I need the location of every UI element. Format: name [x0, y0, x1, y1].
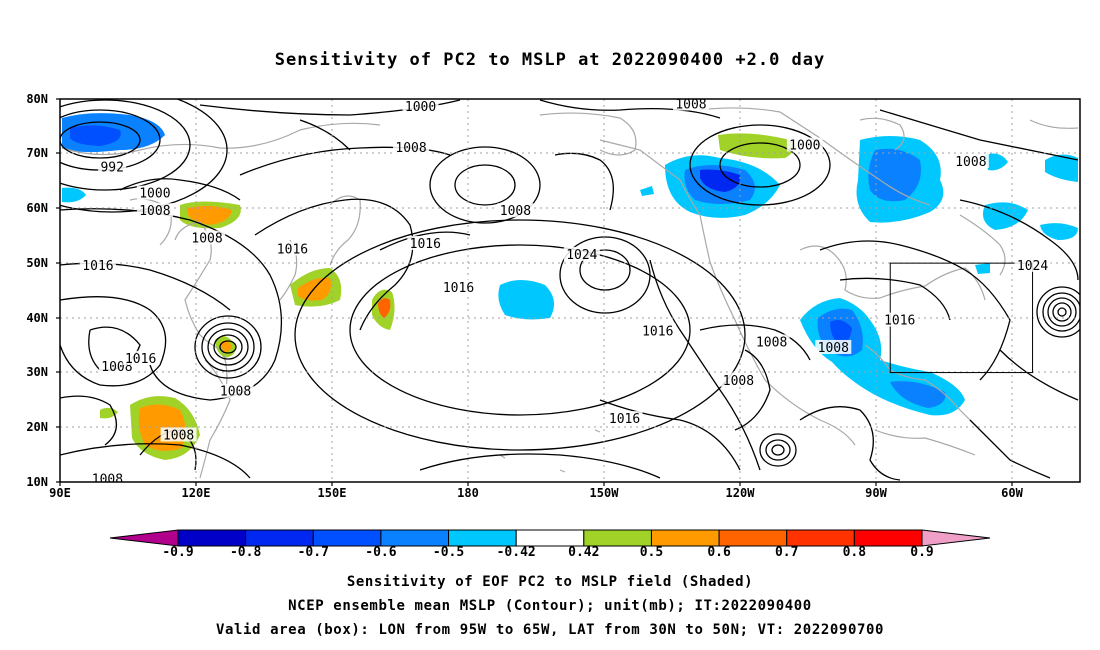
contour-label: 1000 — [139, 187, 170, 202]
contour-labels: 1000 1000 1008 992 1008 1008 1016 1016 1008 1008 1… — [79, 97, 1051, 487]
lat-label: 40N — [26, 311, 48, 325]
colorbar-label: 0.7 — [774, 545, 799, 560]
lon-label: 120E — [181, 486, 211, 500]
colorbar-label: 0.42 — [568, 545, 600, 560]
colorbar-label: -0.42 — [496, 545, 536, 560]
grid-lines — [60, 99, 1080, 482]
colorbar-segment — [853, 529, 923, 547]
colorbar-segment — [380, 529, 450, 547]
contour-label: 1016 — [443, 281, 474, 296]
contour-label: 992 — [100, 160, 123, 175]
contour-label: 1008 — [675, 97, 706, 112]
colorbar — [109, 529, 991, 547]
lat-label: 60N — [26, 201, 48, 215]
colorbar-segment — [515, 529, 585, 547]
colorbar-label: 0.6 — [707, 545, 731, 560]
contour-label: 1008 — [191, 232, 222, 247]
footer-line-3: Valid area (box): LON from 95W to 65W, L… — [215, 622, 885, 638]
colorbar-segment — [109, 529, 179, 547]
lon-label: 90E — [49, 486, 71, 500]
contour-label: 1008 — [955, 155, 986, 170]
colorbar-segment — [650, 529, 720, 547]
contour-label: 1008 — [163, 428, 194, 443]
colorbar-segment — [921, 529, 991, 547]
colorbar-label: -0.8 — [229, 545, 262, 560]
lat-label: 20N — [26, 420, 48, 434]
contour-label: 1016 — [609, 412, 640, 427]
contour-label: 1008 — [723, 374, 754, 389]
colorbar-segment — [312, 529, 382, 547]
contour-label: 1016 — [410, 237, 441, 252]
lat-label: 80N — [26, 92, 48, 106]
lat-label: 30N — [26, 365, 48, 379]
colorbar-segment — [177, 529, 247, 547]
contour-label: 1008 — [92, 472, 123, 487]
colorbar-label: 0.8 — [842, 545, 867, 560]
contour-label: 1024 — [1017, 259, 1048, 274]
contour-label: 1008 — [818, 341, 849, 356]
contour-label: 1016 — [642, 325, 673, 340]
map-frame — [59, 98, 1081, 483]
contour-label: 1008 — [756, 335, 787, 350]
map-title: Sensitivity of PC2 to MSLP at 2022090400… — [274, 50, 826, 70]
contour-label: 1016 — [277, 242, 308, 257]
axis-ticks — [56, 98, 1013, 486]
lon-label: 120W — [725, 486, 755, 500]
footer-line-2: NCEP ensemble mean MSLP (Contour); unit(… — [288, 598, 812, 614]
lon-label: 90W — [865, 486, 887, 500]
colorbar-label: 0.5 — [639, 545, 664, 560]
colorbar-label: 0.9 — [910, 545, 934, 560]
colorbar-segment — [245, 529, 314, 547]
lat-label: 10N — [26, 475, 48, 489]
contour-label: 1016 — [884, 314, 915, 329]
colorbar-label: -0.7 — [297, 545, 329, 560]
contour-label: 1008 — [500, 204, 531, 219]
contour-label: 1016 — [125, 352, 156, 367]
colorbar-segment — [448, 529, 517, 547]
lon-label: 150E — [317, 486, 347, 500]
contour-label: 1008 — [139, 204, 170, 219]
lat-label: 70N — [26, 146, 48, 160]
contour-label: 1016 — [82, 259, 113, 274]
colorbar-label: -0.6 — [365, 545, 397, 560]
colorbar-label: -0.9 — [162, 545, 194, 560]
colorbar-segment — [583, 529, 652, 547]
colorbar-segment — [718, 529, 788, 547]
lat-label: 50N — [26, 256, 48, 270]
lon-label: 150W — [589, 486, 619, 500]
lon-label: 60W — [1001, 486, 1023, 500]
contour-label: 1000 — [405, 100, 436, 115]
contour-label: 1024 — [566, 248, 597, 263]
footer-line-1: Sensitivity of EOF PC2 to MSLP field (Sh… — [346, 574, 754, 590]
contour-label: 1008 — [220, 385, 251, 400]
lon-label: 180 — [457, 486, 479, 500]
colorbar-label: -0.5 — [432, 545, 465, 560]
colorbar-segment — [786, 529, 855, 547]
contour-label: 1008 — [395, 141, 426, 156]
contour-label: 1000 — [789, 139, 820, 154]
